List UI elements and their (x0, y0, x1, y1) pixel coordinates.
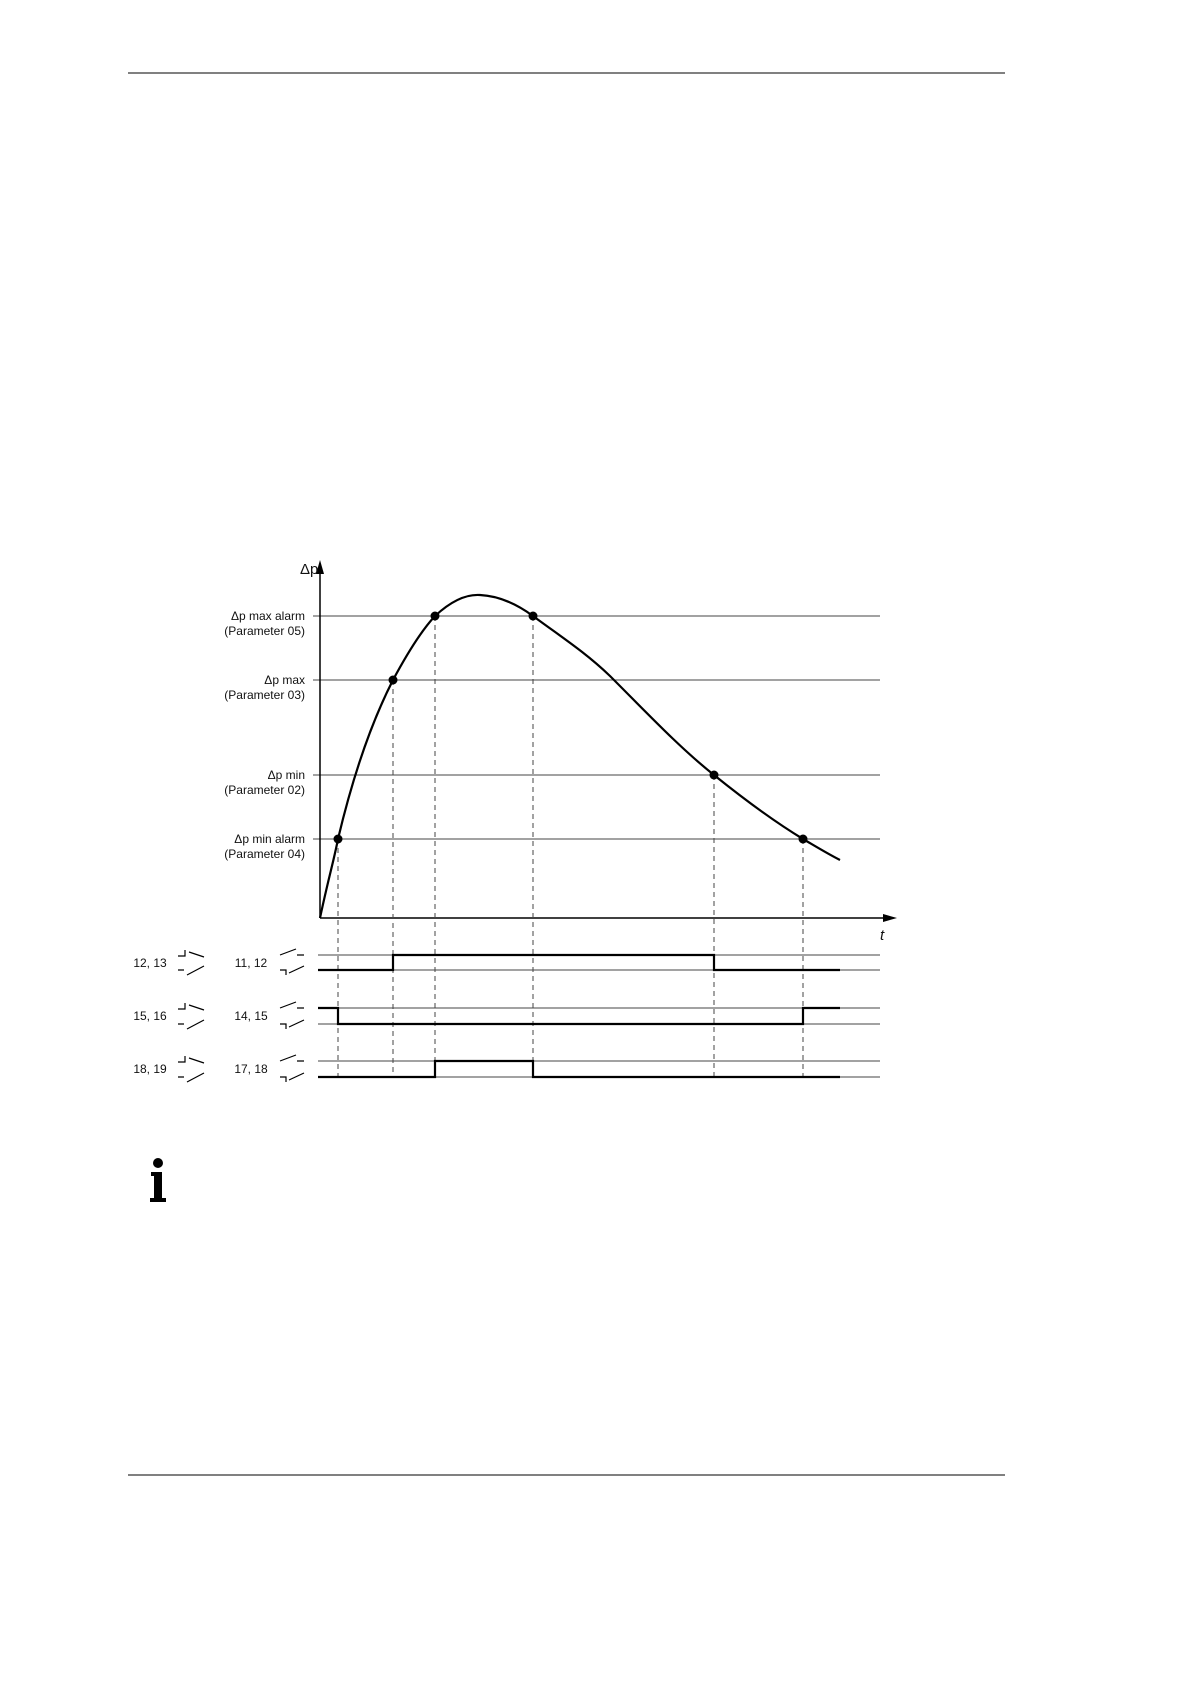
threshold-parameter: (Parameter 05) (224, 624, 305, 638)
x-axis-label: t (880, 927, 885, 944)
contact-row: 15, 16 14, 15 (133, 1001, 880, 1030)
threshold-parameter: (Parameter 02) (224, 783, 305, 797)
threshold-label: Δp min alarm (234, 832, 305, 846)
switch-symbol (279, 1001, 305, 1029)
switch-symbol (279, 1054, 305, 1082)
pressure-curve (318, 593, 841, 919)
threshold-label: Δp min (268, 768, 305, 782)
point (388, 675, 398, 685)
icon-dot (153, 1158, 163, 1168)
contact-label: 17, 18 (234, 1062, 268, 1076)
contact-row: 12, 13 11, 12 (133, 948, 880, 976)
icon-stem (150, 1172, 166, 1202)
point (798, 834, 808, 844)
signal (318, 1006, 840, 1026)
point (709, 770, 719, 780)
contact-label: 11, 12 (235, 956, 268, 970)
threshold-parameter: (Parameter 04) (224, 847, 305, 861)
info-icon (150, 1158, 166, 1202)
signal (318, 953, 840, 972)
threshold-label: Δp max (264, 673, 305, 687)
contact-label: 14, 15 (234, 1009, 268, 1023)
switch-symbol (178, 1003, 205, 1030)
y-arrow (316, 560, 324, 574)
intersection-points (333, 611, 808, 844)
threshold-label: Δp max alarm (231, 609, 305, 623)
contact-row: 18, 19 17, 18 (133, 1054, 880, 1083)
signal (318, 1059, 840, 1079)
contact-label: 18, 19 (133, 1062, 167, 1076)
switch-symbol (178, 1056, 205, 1083)
contact-label: 15, 16 (133, 1009, 167, 1023)
point (528, 611, 538, 621)
point (430, 611, 440, 621)
y-axis-label: Δp (300, 561, 318, 578)
contact-label: 12, 13 (133, 956, 167, 970)
switch-symbol (178, 950, 205, 976)
threshold-parameter: (Parameter 03) (224, 688, 305, 702)
pressure-diagram: Δp t Δp max alarm (Parameter 05) Δp max … (133, 560, 897, 1083)
x-arrow (883, 914, 897, 922)
switch-symbol (279, 948, 305, 975)
point (333, 834, 343, 844)
